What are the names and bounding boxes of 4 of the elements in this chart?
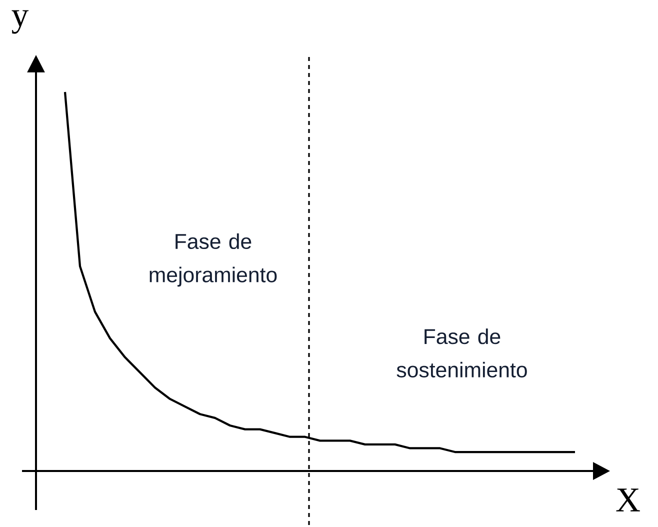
annotation: Fase de mejoramiento <box>150 233 277 287</box>
annotation: Fase de sostenimiento <box>396 328 527 378</box>
y-axis-title: y <box>12 10 29 34</box>
x-axis-title: X <box>616 488 640 512</box>
